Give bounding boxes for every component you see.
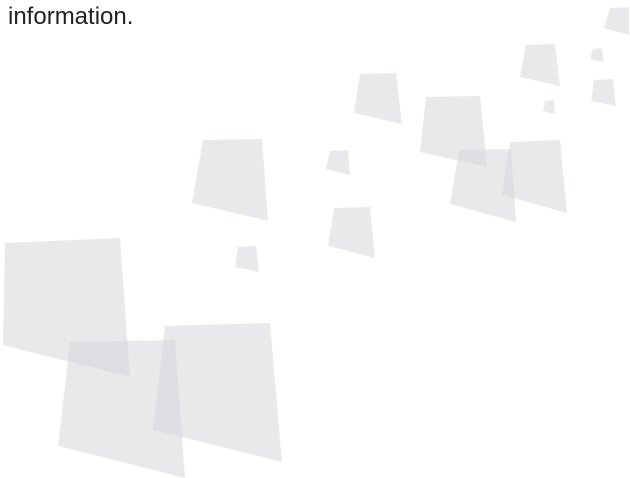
shape [590,48,604,62]
shape [520,44,560,86]
shape [604,7,629,35]
shape [235,246,259,272]
decoration [0,0,630,478]
shape [326,150,350,175]
shape [354,73,402,124]
shape [192,139,268,221]
shape [543,100,555,114]
shape [591,79,616,106]
shape [328,207,375,258]
page: information. [0,0,630,478]
text: information. [8,2,133,32]
